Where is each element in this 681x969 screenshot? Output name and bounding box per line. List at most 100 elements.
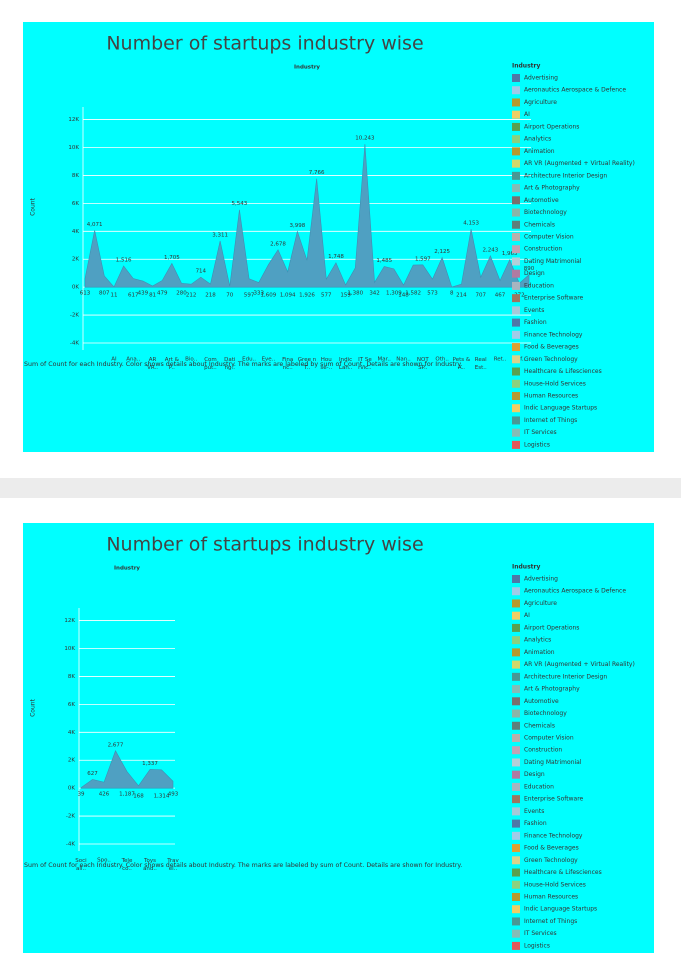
legend-swatch xyxy=(512,147,520,156)
legend-label: Agriculture xyxy=(524,99,557,106)
legend-swatch xyxy=(512,746,520,755)
x-tick-label: Art & P.. xyxy=(165,357,180,371)
legend-swatch xyxy=(512,856,520,865)
legend-label: Advertising xyxy=(524,75,558,82)
data-label: 342 xyxy=(369,291,380,297)
legend-swatch xyxy=(512,795,520,804)
legend-swatch xyxy=(512,404,520,413)
legend-swatch xyxy=(512,672,520,681)
data-label: 1,609 xyxy=(261,293,277,299)
legend-swatch xyxy=(512,122,520,131)
x-tick-label: Gree n T.. xyxy=(298,357,317,371)
legend-swatch xyxy=(512,917,520,926)
legend-label: Analytics xyxy=(524,136,551,143)
chart: Number of startups industry wise Industry… xyxy=(30,33,635,449)
legend-swatch xyxy=(512,184,520,193)
legend-label: Logistics xyxy=(524,942,550,949)
legend-label: House-Hold Services xyxy=(524,881,586,888)
data-label: 1,516 xyxy=(116,257,132,263)
legend-swatch xyxy=(512,831,520,840)
legend-label: Analytics xyxy=(524,637,551,644)
legend-label: Fashion xyxy=(524,820,547,827)
legend-label: Food & Beverages xyxy=(524,845,579,852)
legend-label: Logistics xyxy=(524,441,550,448)
legend-label: Computer Vision xyxy=(524,734,574,741)
x-tick-label: Dati ng.. xyxy=(224,357,236,371)
legend-swatch xyxy=(512,575,520,583)
data-label: 168 xyxy=(133,794,144,800)
legend-swatch xyxy=(512,294,520,303)
legend-swatch xyxy=(512,196,520,205)
y-tick-label: 2K xyxy=(68,758,75,764)
legend-swatch xyxy=(512,269,520,278)
data-label: 707 xyxy=(475,293,486,299)
x-tick-label: Oth.. xyxy=(435,357,449,363)
data-label: 573 xyxy=(427,291,438,297)
data-label: 4,071 xyxy=(87,222,103,228)
legend-label: Healthcare & Lifesciences xyxy=(524,869,602,876)
data-label: 1,582 xyxy=(405,291,421,297)
legend-label: Education xyxy=(524,282,554,289)
data-label: 1,705 xyxy=(164,255,180,261)
data-label: 1,597 xyxy=(415,256,431,262)
y-tick-label: 10K xyxy=(64,646,75,652)
legend-label: Advertising xyxy=(524,576,558,583)
data-label: 439 xyxy=(138,291,149,297)
area xyxy=(80,750,174,789)
legend-swatch xyxy=(512,929,520,938)
legend-label: Human Resources xyxy=(524,893,578,900)
area xyxy=(84,144,530,288)
data-label: 627 xyxy=(87,771,98,777)
legend-swatch xyxy=(512,257,520,266)
legend-swatch xyxy=(512,880,520,889)
legend-label: Dating Matrimonial xyxy=(524,258,582,265)
legend-label: Dating Matrimonial xyxy=(524,759,582,766)
y-tick-label: 6K xyxy=(68,702,75,708)
x-tick-label: Ret.. xyxy=(494,357,507,363)
legend-label: Finance Technology xyxy=(524,832,583,839)
legend-label: Animation xyxy=(524,649,555,656)
legend-label: Green Technology xyxy=(524,857,578,864)
legend-swatch xyxy=(512,636,520,645)
x-tick-label: Soci ali.. xyxy=(75,858,87,872)
chart: Number of startups industry wise Industry… xyxy=(30,534,635,950)
y-tick-label: 4K xyxy=(72,229,79,235)
legend-label: IT Services xyxy=(524,930,557,937)
data-label: 577 xyxy=(321,293,332,299)
x-tick-label: Ana.. xyxy=(126,357,140,363)
legend-label: Education xyxy=(524,783,554,790)
legend-swatch xyxy=(512,611,520,620)
legend-swatch xyxy=(512,343,520,352)
x-tick-label: Pets & A.. xyxy=(453,357,471,371)
dashboard-panel: Number of startups industry wise Industry… xyxy=(23,22,654,452)
legend-label: IT Services xyxy=(524,429,557,436)
legend-swatch xyxy=(512,770,520,779)
x-tick-label: Indic Lan.. xyxy=(339,357,353,371)
legend-label: Enterprise Software xyxy=(524,796,584,803)
data-label: 1,485 xyxy=(376,258,392,264)
legend-label: Food & Beverages xyxy=(524,344,579,351)
y-tick-label: 8K xyxy=(68,674,75,680)
legend-swatch xyxy=(512,391,520,400)
legend-swatch xyxy=(512,281,520,290)
footnote: Sum of Count for each Industry. Color sh… xyxy=(24,862,463,869)
data-label: 218 xyxy=(205,293,216,299)
x-tick-label: Toys and.. xyxy=(143,858,157,872)
legend-label: Events xyxy=(524,808,544,815)
legend-swatch xyxy=(512,587,520,596)
x-tick-label: Mar.. xyxy=(378,357,392,363)
legend-swatch xyxy=(512,648,520,657)
x-tick-label: Fina nc.. xyxy=(282,357,293,371)
data-label: 807 xyxy=(99,291,110,297)
legend-swatch xyxy=(512,379,520,388)
legend-title: Industry xyxy=(512,63,540,70)
data-label: 1,187 xyxy=(119,792,135,798)
y-tick-label: 12K xyxy=(64,618,75,624)
data-label: 3,998 xyxy=(289,223,305,229)
data-label: 714 xyxy=(196,269,207,275)
data-label: 1,965 xyxy=(502,251,518,257)
legend-swatch xyxy=(512,660,520,669)
legend-swatch xyxy=(512,941,520,950)
data-label: 2,677 xyxy=(108,742,124,748)
legend-label: Agriculture xyxy=(524,600,557,607)
